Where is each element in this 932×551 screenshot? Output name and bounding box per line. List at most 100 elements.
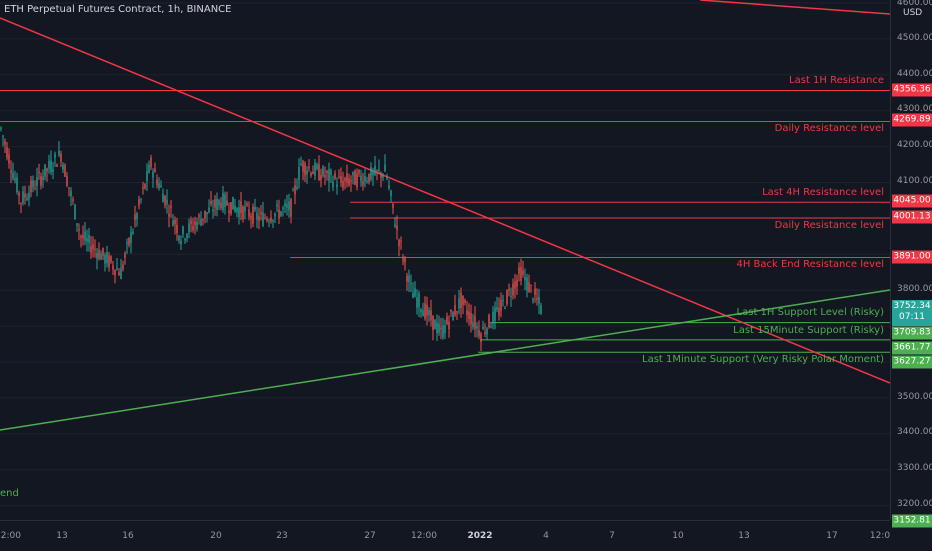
chart-area[interactable]: ETH Perpetual Futures Contract, 1h, BINA… [0, 0, 890, 520]
candle-body[interactable] [124, 253, 126, 259]
candle-body[interactable] [60, 153, 62, 162]
candle-body[interactable] [90, 246, 92, 253]
candle-body[interactable] [120, 268, 122, 279]
candle-body[interactable] [348, 178, 350, 185]
candle-body[interactable] [456, 311, 458, 313]
candle-body[interactable] [80, 235, 82, 238]
candle-body[interactable] [480, 333, 482, 343]
candle-body[interactable] [502, 299, 504, 301]
candle-body[interactable] [270, 217, 272, 222]
candle-body[interactable] [132, 231, 134, 234]
candle-body[interactable] [460, 292, 462, 309]
candle-body[interactable] [294, 185, 296, 195]
candle-body[interactable] [470, 312, 472, 325]
candle-body[interactable] [374, 165, 376, 175]
candle-body[interactable] [178, 236, 180, 241]
candle-body[interactable] [248, 209, 250, 217]
candle-body[interactable] [158, 183, 160, 189]
candle-body[interactable] [130, 232, 132, 243]
candle-body[interactable] [404, 257, 406, 263]
candle-body[interactable] [150, 157, 152, 168]
candle-body[interactable] [536, 298, 538, 300]
candle-body[interactable] [44, 164, 46, 177]
candle-body[interactable] [0, 127, 2, 129]
candle-body[interactable] [8, 154, 10, 164]
candle-body[interactable] [482, 327, 484, 330]
candle-body[interactable] [244, 206, 246, 212]
candle-body[interactable] [212, 209, 214, 212]
candle-body[interactable] [210, 201, 212, 205]
candle-body[interactable] [324, 175, 326, 177]
candle-body[interactable] [378, 169, 380, 171]
candle-body[interactable] [330, 170, 332, 175]
candle-body[interactable] [448, 321, 450, 330]
candle-body[interactable] [354, 170, 356, 185]
candle-body[interactable] [206, 212, 208, 215]
candle-body[interactable] [208, 207, 210, 213]
candle-body[interactable] [122, 264, 124, 270]
candle-body[interactable] [424, 303, 426, 319]
candle-body[interactable] [340, 176, 342, 183]
candle-body[interactable] [112, 265, 114, 270]
candle-body[interactable] [366, 180, 368, 182]
candle-body[interactable] [164, 195, 166, 206]
candle-body[interactable] [386, 176, 388, 179]
candle-body[interactable] [26, 198, 28, 200]
candle-body[interactable] [144, 184, 146, 189]
candle-body[interactable] [400, 240, 402, 242]
candle-body[interactable] [16, 177, 18, 193]
candle-body[interactable] [370, 167, 372, 180]
candle-body[interactable] [202, 218, 204, 221]
upper-trendline[interactable] [699, 0, 890, 15]
candle-body[interactable] [200, 219, 202, 226]
candle-body[interactable] [316, 165, 318, 169]
candle-body[interactable] [408, 275, 410, 282]
candle-body[interactable] [32, 180, 34, 188]
candle-body[interactable] [22, 191, 24, 203]
candle-body[interactable] [166, 199, 168, 205]
candle-body[interactable] [160, 185, 162, 187]
candle-body[interactable] [148, 165, 150, 173]
candle-body[interactable] [156, 179, 158, 186]
candle-body[interactable] [56, 164, 58, 167]
candle-body[interactable] [168, 213, 170, 217]
candle-body[interactable] [514, 281, 516, 289]
candle-body[interactable] [494, 307, 496, 322]
candle-body[interactable] [396, 225, 398, 231]
candle-body[interactable] [516, 279, 518, 287]
candle-body[interactable] [382, 175, 384, 178]
candle-body[interactable] [86, 238, 88, 242]
candle-body[interactable] [284, 203, 286, 206]
candle-body[interactable] [68, 187, 70, 189]
candle-body[interactable] [152, 171, 154, 178]
candle-body[interactable] [314, 162, 316, 176]
candle-body[interactable] [362, 181, 364, 186]
candle-body[interactable] [416, 297, 418, 308]
candle-body[interactable] [146, 171, 148, 182]
candle-body[interactable] [250, 215, 252, 219]
candle-body[interactable] [474, 316, 476, 330]
candle-body[interactable] [336, 184, 338, 188]
ascending-trendline[interactable] [0, 289, 890, 431]
candle-body[interactable] [20, 203, 22, 205]
candle-body[interactable] [118, 272, 120, 276]
candle-body[interactable] [414, 288, 416, 297]
candle-body[interactable] [136, 213, 138, 219]
candle-body[interactable] [242, 206, 244, 220]
candle-body[interactable] [142, 187, 144, 189]
candle-body[interactable] [326, 170, 328, 173]
candle-body[interactable] [338, 176, 340, 178]
candle-body[interactable] [256, 212, 258, 220]
candle-body[interactable] [434, 320, 436, 330]
candle-body[interactable] [394, 224, 396, 227]
candle-body[interactable] [92, 244, 94, 250]
candle-body[interactable] [126, 242, 128, 244]
candle-body[interactable] [182, 226, 184, 235]
candle-body[interactable] [50, 160, 52, 173]
candle-body[interactable] [12, 172, 14, 179]
candle-body[interactable] [308, 167, 310, 169]
candle-body[interactable] [74, 204, 76, 220]
candle-body[interactable] [30, 180, 32, 192]
candle-body[interactable] [222, 192, 224, 211]
candle-body[interactable] [184, 239, 186, 241]
